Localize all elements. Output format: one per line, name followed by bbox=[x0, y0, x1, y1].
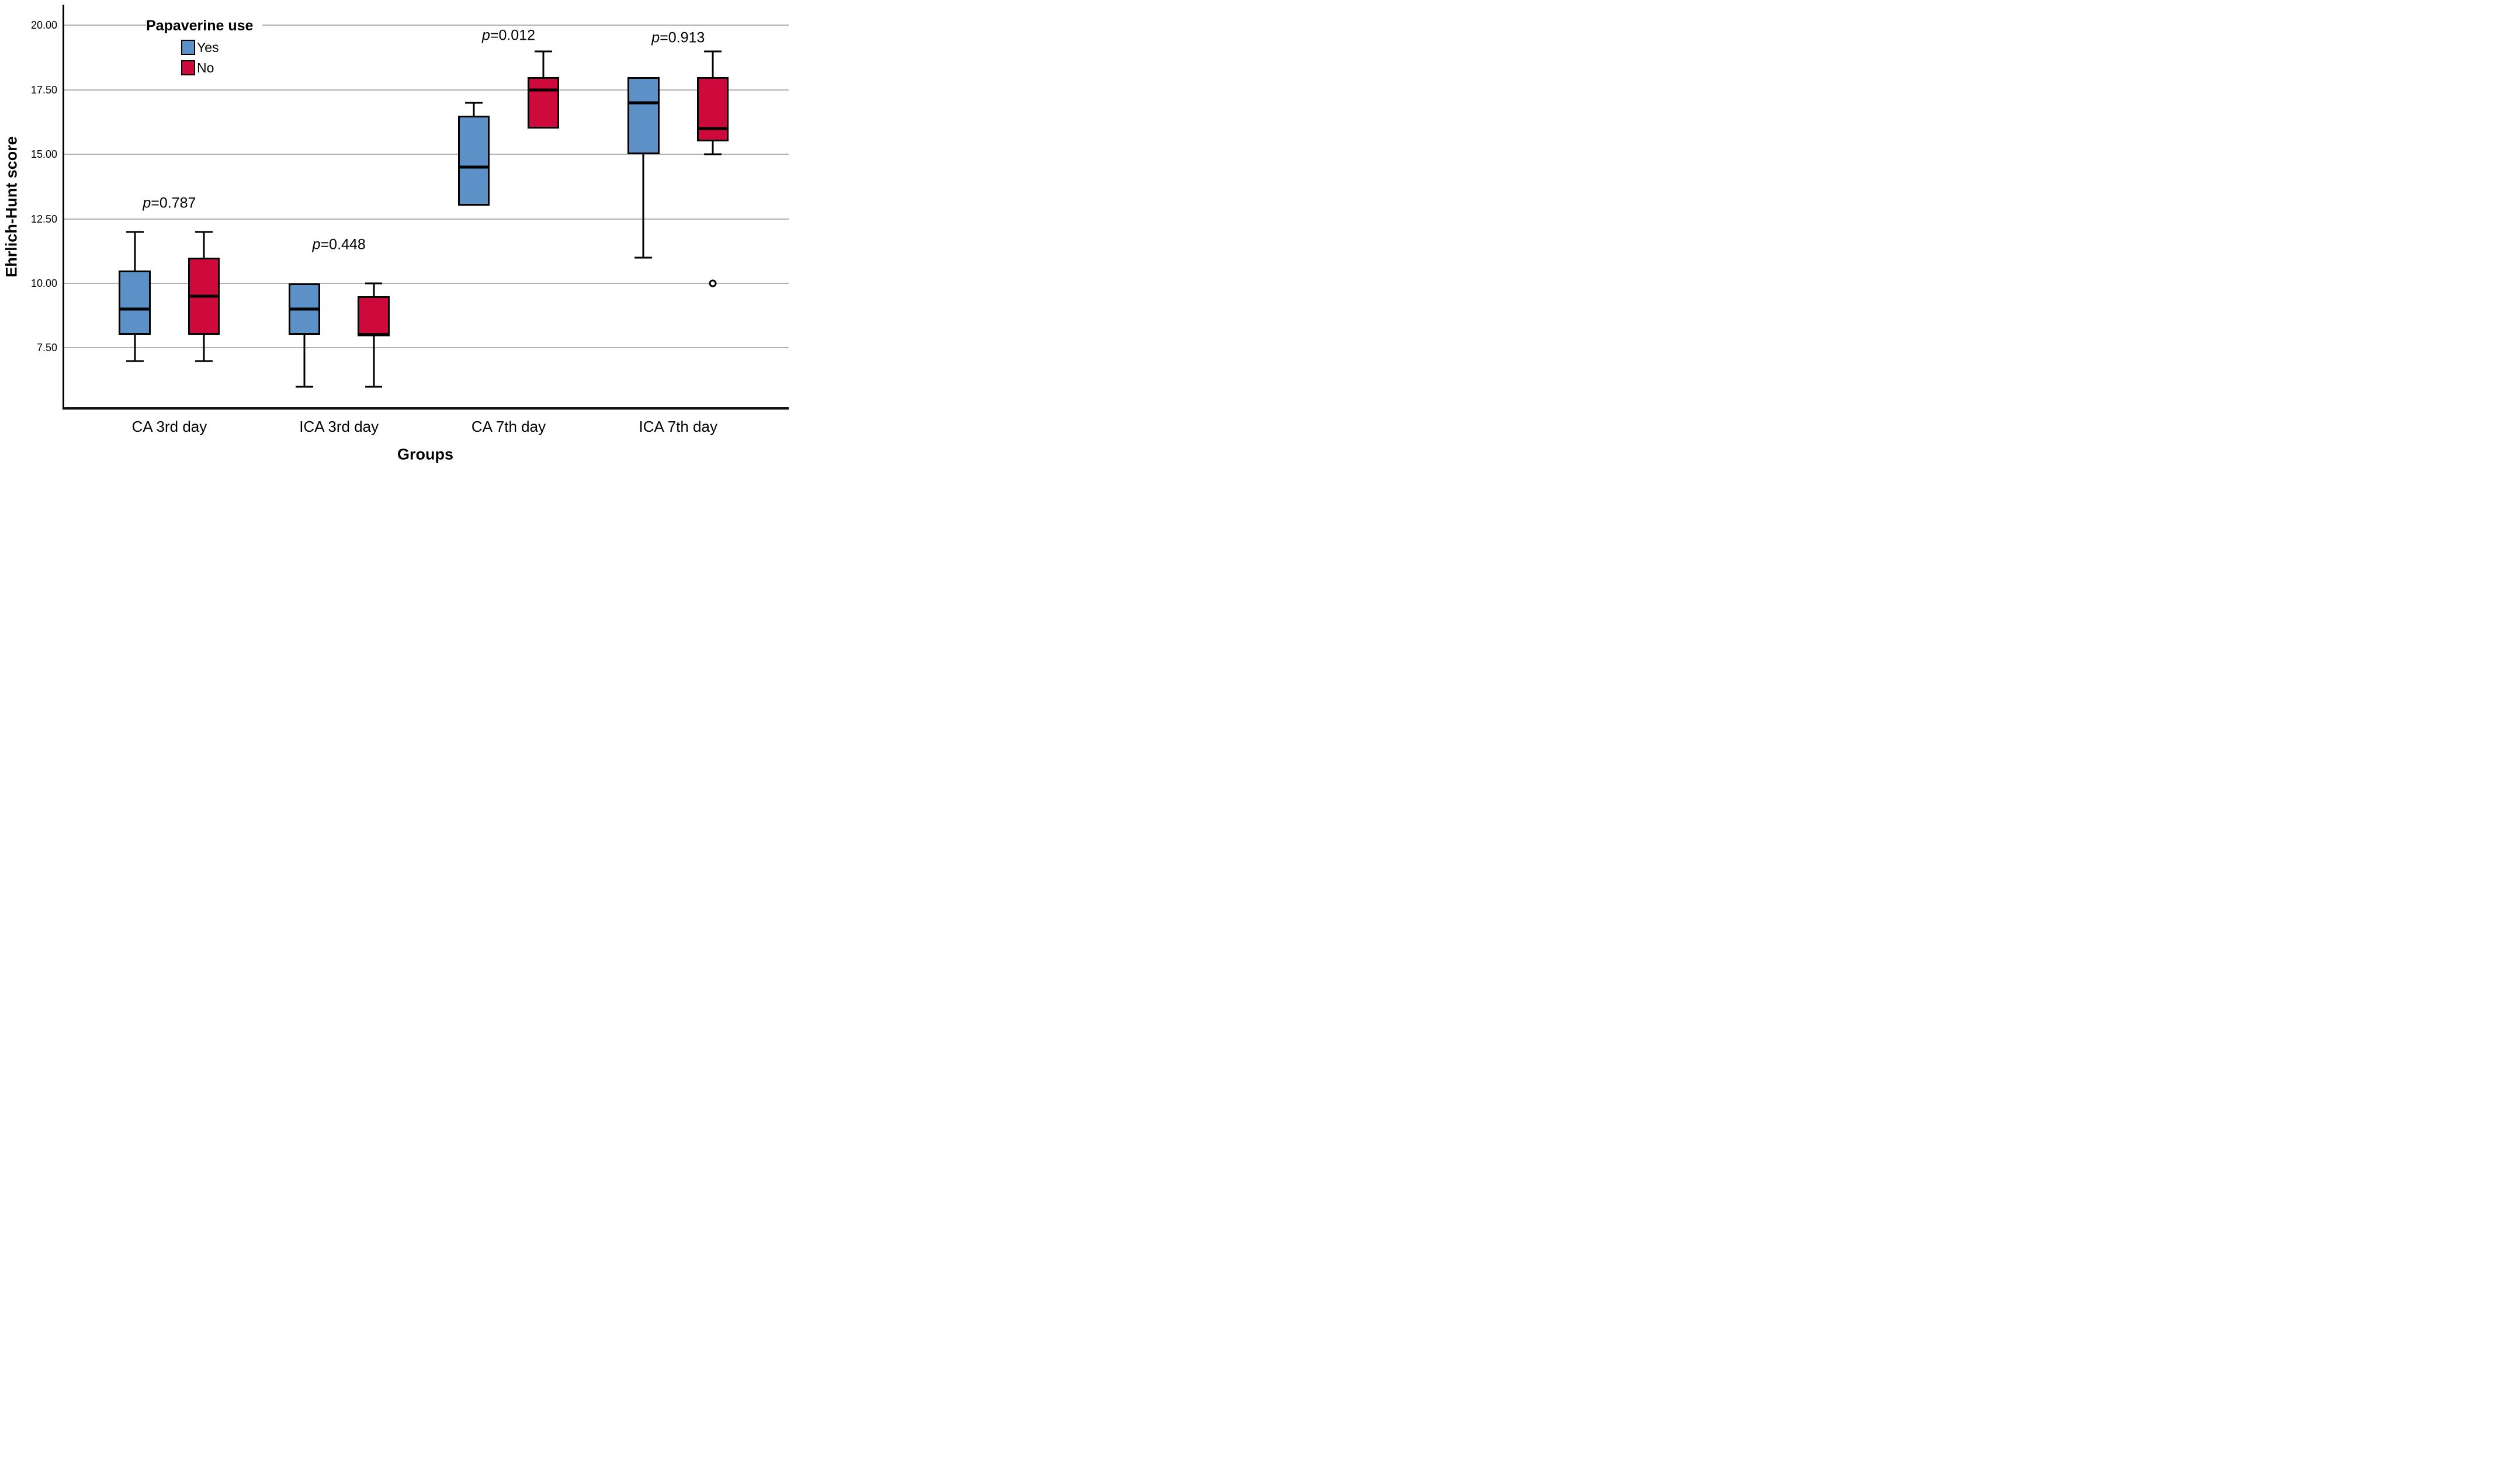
legend-swatch-yes bbox=[181, 40, 195, 55]
lower-whisker-line bbox=[373, 335, 375, 387]
lower-whisker-cap bbox=[634, 256, 653, 259]
upper-whisker-line bbox=[473, 102, 475, 116]
upper-whisker-line bbox=[373, 283, 375, 297]
p-value-label: p=0.913 bbox=[651, 29, 705, 46]
upper-whisker-cap bbox=[195, 231, 213, 233]
y-tick-label: 20.00 bbox=[30, 19, 57, 32]
lower-whisker-line bbox=[134, 335, 136, 361]
y-tick-label: 12.50 bbox=[30, 213, 57, 225]
y-tick-label: 10.00 bbox=[30, 277, 57, 289]
boxplot-box-no-1 bbox=[358, 296, 390, 335]
median-line bbox=[527, 88, 559, 92]
lower-whisker-line bbox=[712, 141, 714, 155]
legend: Yes No bbox=[181, 40, 219, 75]
median-line bbox=[288, 307, 321, 311]
legend-entry-yes: Yes bbox=[181, 40, 219, 55]
upper-whisker-cap bbox=[365, 282, 383, 285]
upper-whisker-line bbox=[712, 51, 714, 77]
gridline bbox=[64, 25, 789, 26]
median-line bbox=[627, 101, 660, 105]
x-category-label: CA 3rd day bbox=[131, 418, 207, 435]
p-value-label: p=0.448 bbox=[312, 236, 366, 253]
boxplot-box-yes-3 bbox=[627, 77, 660, 155]
plot-area: Papaverine use Yes No 20.00 17.50 15.00 12.5… bbox=[31, 5, 789, 435]
y-axis-title: Ehrlich-Hunt score bbox=[2, 136, 20, 278]
upper-whisker-line bbox=[203, 231, 205, 258]
legend-label: Yes bbox=[197, 39, 219, 55]
median-line bbox=[457, 165, 490, 169]
boxplot-figure: Ehrlich-Hunt score Papaverine use Yes No … bbox=[0, 0, 789, 467]
gridline bbox=[64, 218, 789, 220]
boxplot-box-yes-2 bbox=[457, 115, 490, 206]
x-category-label: ICA 3rd day bbox=[299, 418, 379, 435]
upper-whisker-cap bbox=[704, 50, 722, 52]
gridline bbox=[64, 347, 789, 349]
x-category-label: ICA 7th day bbox=[639, 418, 717, 435]
outlier-point bbox=[709, 279, 717, 287]
lower-whisker-cap bbox=[295, 386, 313, 388]
y-tick-label: 7.50 bbox=[36, 342, 57, 354]
boxplot-box-no-3 bbox=[696, 77, 729, 142]
x-axis-title: Groups bbox=[397, 445, 454, 463]
upper-whisker-line bbox=[134, 231, 136, 271]
gridline bbox=[64, 154, 789, 155]
lower-whisker-cap bbox=[195, 360, 213, 362]
median-line bbox=[119, 307, 151, 311]
legend-label: No bbox=[197, 60, 214, 75]
legend-swatch-no bbox=[181, 60, 195, 75]
x-category-label: CA 7th day bbox=[471, 418, 546, 435]
p-value-label: p=0.012 bbox=[481, 27, 536, 44]
gridline bbox=[64, 282, 789, 284]
boxplot-box-no-2 bbox=[527, 77, 559, 129]
upper-whisker-cap bbox=[126, 231, 144, 233]
lower-whisker-line bbox=[303, 335, 306, 387]
y-tick-label: 17.50 bbox=[30, 84, 57, 96]
p-value-label: p=0.787 bbox=[143, 195, 196, 211]
upper-whisker-line bbox=[542, 51, 545, 77]
boxplot-box-yes-0 bbox=[119, 270, 151, 335]
lower-whisker-cap bbox=[126, 360, 144, 362]
lower-whisker-line bbox=[642, 154, 644, 258]
median-line bbox=[696, 127, 729, 130]
lower-whisker-cap bbox=[704, 153, 722, 155]
gridline bbox=[64, 89, 789, 91]
lower-whisker-cap bbox=[365, 386, 383, 388]
lower-whisker-line bbox=[203, 335, 205, 361]
median-line bbox=[188, 294, 220, 298]
legend-title: Papaverine use bbox=[146, 15, 263, 38]
legend-entry-no: No bbox=[181, 60, 219, 75]
median-line bbox=[358, 333, 390, 337]
upper-whisker-cap bbox=[534, 50, 552, 52]
y-tick-label: 15.00 bbox=[30, 148, 57, 161]
upper-whisker-cap bbox=[465, 102, 483, 104]
